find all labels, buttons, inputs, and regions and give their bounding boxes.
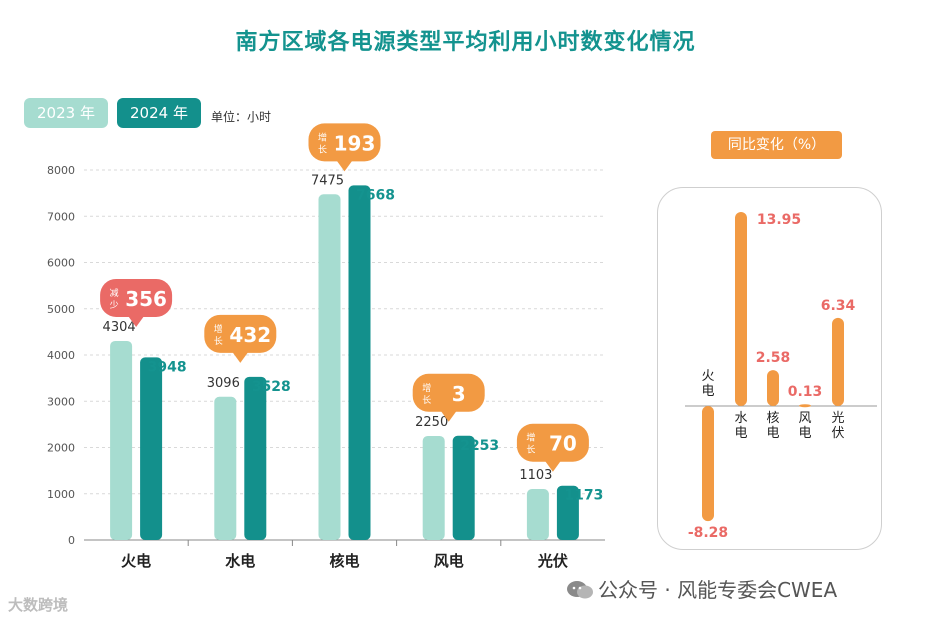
y-tick-label: 7000 [47, 210, 75, 223]
bubble-shape [516, 423, 589, 462]
ratio-category-label: 光 [831, 411, 844, 426]
bar-2023 [422, 435, 445, 540]
bubble-label-top: 增 [422, 382, 431, 394]
ratio-category-label: 电 [798, 426, 811, 441]
bar-2023 [526, 488, 549, 540]
bubble-label-bottom: 长 [526, 444, 535, 456]
change-bubble: 增长 3 [412, 373, 485, 422]
watermark-right-text: 公众号 · 风能专委会CWEA [598, 578, 838, 602]
value-label-2024: 2253 [460, 438, 499, 454]
bar-2023 [318, 194, 341, 540]
bubble-value: 193 [334, 131, 376, 155]
ratio-category-label: 伏 [831, 426, 844, 441]
x-category-label: 水电 [225, 552, 255, 570]
wechat-icon [567, 581, 593, 599]
bubble-label-top: 减 [110, 287, 119, 299]
y-tick-label: 4000 [47, 349, 75, 362]
bubble-shape [308, 123, 381, 162]
x-category-label: 风电 [434, 552, 464, 570]
y-tick-label: 2000 [47, 442, 75, 455]
bar-2024 [556, 485, 579, 540]
x-category-label: 核电 [329, 552, 359, 570]
y-tick-label: 0 [68, 534, 75, 547]
ratio-category-label: 水 [734, 411, 747, 426]
ratio-category-label: 电 [701, 384, 714, 399]
bubble-shape [100, 278, 173, 317]
y-tick-label: 1000 [47, 488, 75, 501]
ratio-value-label: 6.34 [821, 298, 856, 314]
watermark-right: 公众号 · 风能专委会CWEA [566, 574, 837, 603]
ratio-category-label: 核 [766, 411, 779, 426]
y-tick-label: 5000 [47, 303, 75, 316]
bubble-pointer [232, 351, 249, 363]
bar-2024 [244, 376, 267, 540]
value-label-2023: 1103 [519, 468, 552, 483]
value-label-2024: 1173 [564, 488, 603, 504]
value-label-2024: 3948 [148, 359, 187, 375]
bar-2023 [110, 340, 133, 540]
ratio-value-label: -8.28 [688, 525, 728, 541]
value-label-2023: 4304 [103, 320, 136, 335]
ratio-category-label: 电 [734, 426, 747, 441]
bar-2023 [214, 396, 237, 540]
value-label-2023: 3096 [207, 376, 240, 391]
bar-2024 [140, 357, 163, 540]
bubble-pointer [128, 315, 145, 327]
value-label-2024: 3528 [252, 379, 291, 395]
legend-2024: 2024 年 [117, 98, 201, 128]
chart-title: 南方区域各电源类型平均利用小时数变化情况 [235, 30, 696, 55]
ratio-bar [799, 404, 811, 408]
y-tick-label: 6000 [47, 257, 75, 270]
bar-2024 [348, 185, 371, 541]
watermark-left: 大数跨境 [8, 596, 69, 614]
bubble-shape [412, 373, 485, 412]
bubble-label-bottom: 长 [214, 335, 223, 347]
value-label-2024: 7668 [356, 187, 395, 203]
value-label-2023: 2250 [415, 415, 448, 430]
ratio-value-label: 2.58 [756, 350, 791, 366]
bubble-label-top: 增 [526, 432, 535, 444]
legend-2023: 2023 年 [24, 98, 108, 128]
unit-label: 单位：小时 [211, 110, 272, 124]
ratio-bar [767, 370, 779, 406]
y-tick-label: 3000 [47, 395, 75, 408]
change-bubble: 增长 193 [308, 123, 381, 172]
ratio-category-label: 火 [701, 369, 714, 384]
change-bubble: 减少 356 [100, 278, 173, 327]
bubble-shape [204, 314, 277, 353]
value-label-2023: 7475 [311, 173, 344, 188]
bubble-value: 70 [549, 432, 577, 456]
ratio-category-label: 风 [798, 411, 811, 426]
x-category-label: 火电 [121, 552, 151, 570]
change-bubble: 增长 70 [516, 423, 589, 472]
ratio-category-label: 电 [766, 426, 779, 441]
bubble-pointer [336, 160, 353, 172]
y-tick-label: 8000 [47, 164, 75, 177]
bubble-value: 432 [229, 323, 271, 347]
ratio-value-label: 0.13 [788, 384, 823, 400]
ratio-value-label: 13.95 [757, 212, 801, 228]
bubble-pointer [544, 460, 561, 472]
bar-2024 [452, 435, 475, 540]
change-bubble: 增长 432 [204, 314, 277, 363]
ratio-bar [832, 317, 844, 406]
bubble-value: 3 [452, 382, 466, 406]
ratio-bar [735, 212, 747, 406]
ratio-title: 同比变化（%） [711, 131, 842, 159]
bubble-label-bottom: 长 [318, 143, 327, 155]
ratio-panel [657, 187, 882, 550]
bubble-label-bottom: 长 [422, 394, 431, 406]
bubble-pointer [440, 410, 457, 422]
bubble-label-top: 增 [318, 131, 327, 143]
main-chart: 0 1000 2000 3000 4000 5000 6000 7000 8000 火电 4304 3… [47, 123, 605, 570]
bubble-value: 356 [125, 287, 167, 311]
bubble-label-bottom: 少 [110, 300, 119, 311]
ratio-bar [702, 406, 714, 522]
x-category-label: 光伏 [537, 552, 568, 570]
bubble-label-top: 增 [214, 323, 223, 335]
